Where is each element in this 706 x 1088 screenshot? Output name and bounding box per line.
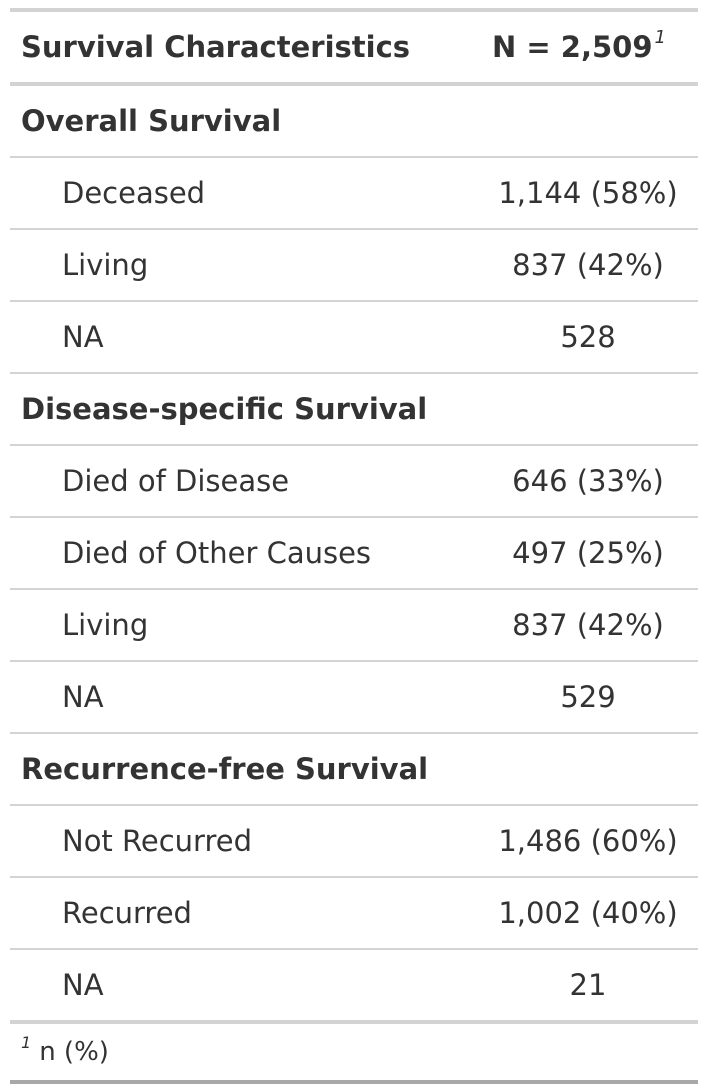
group-label: Overall Survival bbox=[21, 104, 282, 138]
table-row: Died of Other Causes 497 (25%) bbox=[10, 518, 698, 590]
row-value: 837 (42%) bbox=[512, 248, 664, 282]
header-value-cell: N = 2,509 1 bbox=[478, 27, 698, 64]
group-header-row: Overall Survival bbox=[10, 86, 698, 158]
row-label: Living bbox=[62, 248, 149, 282]
group-header-row: Disease-specific Survival bbox=[10, 374, 698, 446]
table-body: Overall Survival Deceased 1,144 (58%) Livin… bbox=[10, 86, 698, 1024]
row-label: Not Recurred bbox=[62, 824, 252, 858]
table-row: NA 528 bbox=[10, 302, 698, 374]
table-row: Not Recurred 1,486 (60%) bbox=[10, 806, 698, 878]
row-value: 1,144 (58%) bbox=[498, 176, 678, 210]
table-header-row: Survival Characteristics N = 2,509 1 bbox=[10, 12, 698, 86]
row-label: Living bbox=[62, 608, 149, 642]
header-footnote-marker: 1 bbox=[654, 27, 666, 48]
row-label: Deceased bbox=[62, 176, 206, 210]
footnote-text: n (%) bbox=[39, 1037, 109, 1067]
header-value: N = 2,509 bbox=[492, 30, 653, 64]
table-row: Deceased 1,144 (58%) bbox=[10, 158, 698, 230]
row-value: 1,486 (60%) bbox=[498, 824, 678, 858]
header-label: Survival Characteristics bbox=[21, 30, 411, 64]
table-row: NA 529 bbox=[10, 662, 698, 734]
table-footnote: 1 n (%) bbox=[10, 1024, 698, 1084]
row-label: Recurred bbox=[62, 896, 192, 930]
footnote-marker: 1 bbox=[21, 1032, 32, 1052]
group-header-row: Recurrence-free Survival bbox=[10, 734, 698, 806]
table-row: Living 837 (42%) bbox=[10, 230, 698, 302]
row-label: NA bbox=[62, 968, 104, 1002]
row-value: 837 (42%) bbox=[512, 608, 664, 642]
row-label: NA bbox=[62, 680, 104, 714]
row-label: NA bbox=[62, 320, 104, 354]
row-label: Died of Disease bbox=[62, 464, 290, 498]
row-value: 497 (25%) bbox=[512, 536, 664, 570]
row-value: 1,002 (40%) bbox=[498, 896, 678, 930]
table-row: NA 21 bbox=[10, 950, 698, 1024]
survival-table: Survival Characteristics N = 2,509 1 Over… bbox=[10, 8, 698, 1084]
table-row: Recurred 1,002 (40%) bbox=[10, 878, 698, 950]
table-top-rule bbox=[10, 8, 698, 12]
table-row: Living 837 (42%) bbox=[10, 590, 698, 662]
row-label: Died of Other Causes bbox=[62, 536, 372, 570]
row-value: 528 bbox=[560, 320, 616, 354]
row-value: 21 bbox=[569, 968, 607, 1002]
group-label: Disease-specific Survival bbox=[21, 392, 428, 426]
table-row: Died of Disease 646 (33%) bbox=[10, 446, 698, 518]
row-value: 529 bbox=[560, 680, 616, 714]
group-label: Recurrence-free Survival bbox=[21, 752, 429, 786]
row-value: 646 (33%) bbox=[512, 464, 664, 498]
